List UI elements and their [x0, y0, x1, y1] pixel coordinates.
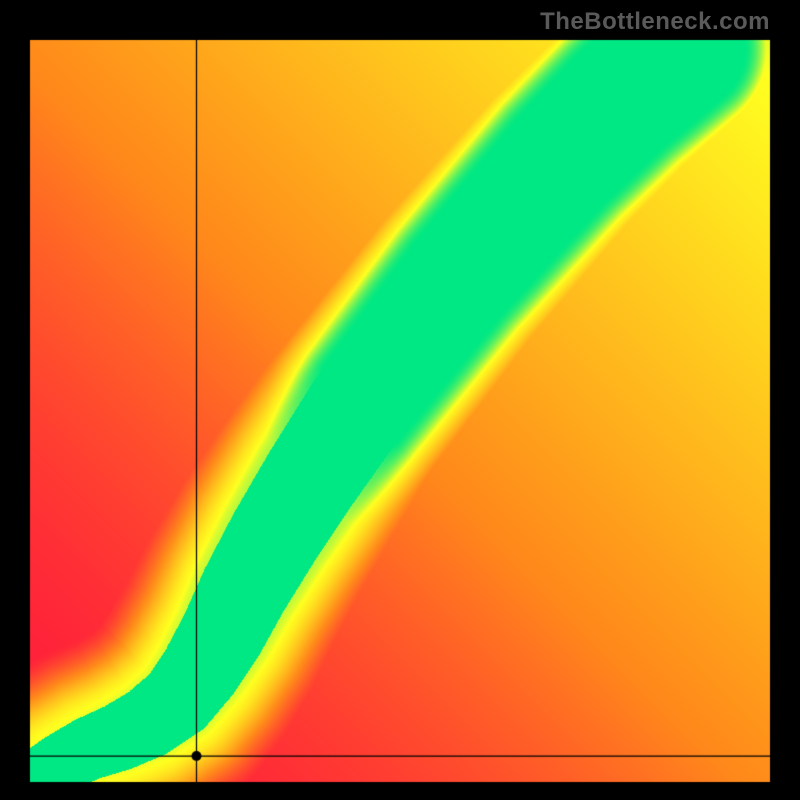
chart-container: TheBottleneck.com — [0, 0, 800, 800]
heatmap-canvas — [0, 0, 800, 800]
watermark-text: TheBottleneck.com — [540, 8, 770, 36]
